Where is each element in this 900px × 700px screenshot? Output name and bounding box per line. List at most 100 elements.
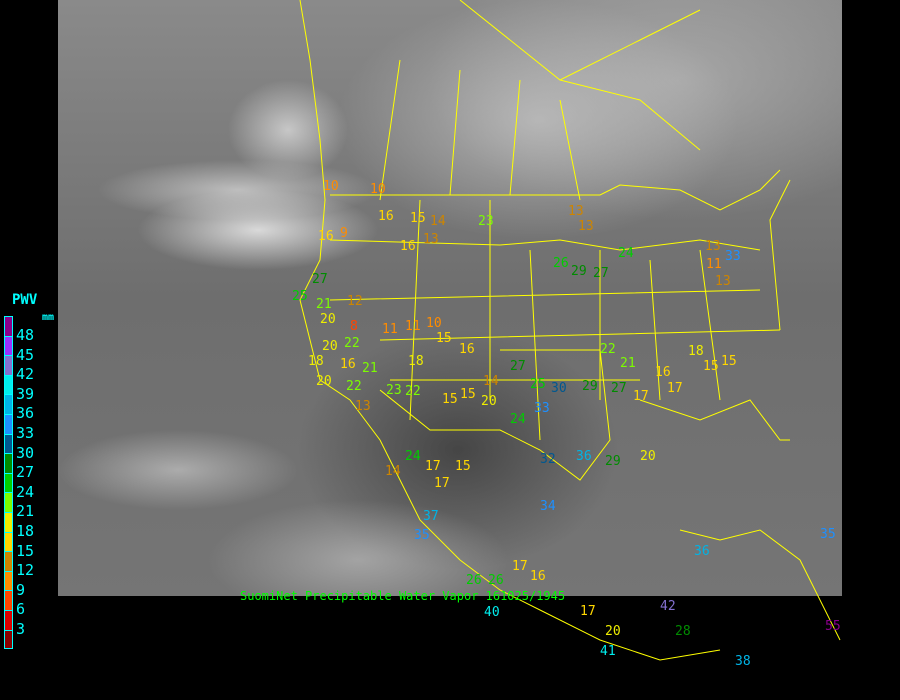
- legend-unit: mm: [42, 312, 55, 323]
- station-pwv-value: 14: [430, 214, 446, 229]
- station-pwv-value: 22: [600, 342, 616, 357]
- station-pwv-value: 16: [340, 357, 356, 372]
- station-pwv-value: 40: [484, 605, 500, 620]
- station-pwv-value: 17: [580, 604, 596, 619]
- station-pwv-value: 16: [655, 365, 671, 380]
- station-pwv-value: 36: [694, 544, 710, 559]
- station-pwv-value: 11: [405, 319, 421, 334]
- station-pwv-value: 15: [442, 392, 458, 407]
- station-pwv-value: 13: [578, 219, 594, 234]
- station-pwv-value: 17: [425, 459, 441, 474]
- station-pwv-value: 17: [512, 559, 528, 574]
- station-pwv-value: 33: [725, 249, 741, 264]
- station-pwv-value: 34: [540, 499, 556, 514]
- station-pwv-value: 30: [551, 381, 567, 396]
- legend-label: 3: [16, 620, 26, 638]
- legend-title: PWV: [12, 292, 38, 308]
- legend-label: 6: [16, 600, 26, 619]
- station-pwv-value: 15: [703, 359, 719, 374]
- station-pwv-value: 18: [688, 344, 704, 359]
- station-pwv-value: 13: [715, 274, 731, 289]
- station-pwv-value: 38: [735, 654, 751, 669]
- station-pwv-value: 20: [605, 624, 621, 639]
- legend-label: 24: [16, 482, 35, 501]
- legend-label: 21: [16, 502, 35, 521]
- station-pwv-value: 25: [292, 289, 308, 304]
- station-pwv-value: 27: [593, 266, 609, 281]
- station-pwv-value: 23: [478, 214, 494, 229]
- legend-label: 30: [16, 443, 35, 462]
- legend-swatch: [4, 492, 13, 512]
- legend-swatch: [4, 629, 13, 650]
- station-pwv-value: 15: [455, 459, 471, 474]
- station-pwv-value: 26: [488, 573, 504, 588]
- legend-label: 36: [16, 404, 35, 423]
- station-pwv-value: 16: [459, 342, 475, 357]
- station-pwv-value: 14: [385, 464, 401, 479]
- station-pwv-value: 25: [530, 377, 546, 392]
- station-pwv-value: 26: [466, 573, 482, 588]
- station-pwv-value: 16: [400, 239, 416, 254]
- station-pwv-value: 24: [618, 246, 634, 261]
- station-pwv-value: 36: [576, 449, 592, 464]
- station-pwv-value: 27: [510, 359, 526, 374]
- station-pwv-value: 22: [405, 384, 421, 399]
- station-pwv-value: 8: [350, 319, 358, 334]
- legend-label: 45: [16, 345, 35, 364]
- station-pwv-value: 17: [667, 381, 683, 396]
- station-pwv-value: 13: [705, 239, 721, 254]
- station-pwv-value: 15: [721, 354, 737, 369]
- legend-label: 15: [16, 541, 35, 560]
- legend-swatch: [4, 394, 13, 414]
- station-pwv-value: 21: [620, 356, 636, 371]
- station-pwv-value: 16: [530, 569, 546, 584]
- station-pwv-value: 12: [347, 294, 363, 309]
- station-pwv-value: 26: [553, 256, 569, 271]
- station-pwv-value: 32: [540, 452, 556, 467]
- station-pwv-value: 35: [820, 527, 836, 542]
- station-pwv-value: 22: [344, 336, 360, 351]
- station-pwv-value: 29: [605, 454, 621, 469]
- legend-swatch: [4, 590, 13, 610]
- pwv-color-scale: [4, 316, 13, 650]
- station-pwv-value: 11: [706, 257, 722, 272]
- legend-swatch: [4, 374, 13, 395]
- station-pwv-value: 14: [483, 374, 499, 389]
- map-caption: SuomiNet Precipitable Water Vapor 161025…: [240, 589, 566, 603]
- station-pwv-value: 20: [320, 312, 336, 327]
- station-pwv-value: 21: [316, 297, 332, 312]
- legend-swatch: [4, 551, 13, 571]
- station-pwv-value: 22: [346, 379, 362, 394]
- station-pwv-value: 29: [571, 264, 587, 279]
- legend-swatch: [4, 453, 13, 473]
- legend-swatch: [4, 433, 13, 454]
- satellite-image: [58, 0, 842, 596]
- station-pwv-value: 23: [386, 383, 402, 398]
- station-pwv-value: 9: [340, 226, 348, 241]
- station-pwv-value: 35: [414, 528, 430, 543]
- station-pwv-value: 24: [405, 449, 421, 464]
- station-pwv-value: 18: [308, 354, 324, 369]
- station-pwv-value: 17: [633, 389, 649, 404]
- station-pwv-value: 55: [825, 619, 841, 634]
- legend-label: 33: [16, 424, 35, 442]
- station-pwv-value: 10: [370, 182, 386, 197]
- station-pwv-value: 42: [660, 599, 676, 614]
- station-pwv-value: 28: [675, 624, 691, 639]
- legend-label: 39: [16, 384, 35, 403]
- station-pwv-value: 13: [423, 232, 439, 247]
- legend-swatch: [4, 609, 13, 630]
- station-pwv-value: 13: [355, 399, 371, 414]
- station-pwv-value: 15: [410, 211, 426, 226]
- legend-swatch: [4, 335, 13, 356]
- station-pwv-value: 17: [434, 476, 450, 491]
- station-pwv-value: 10: [323, 179, 339, 194]
- station-pwv-value: 33: [534, 401, 550, 416]
- station-pwv-value: 20: [322, 339, 338, 354]
- station-pwv-value: 41: [600, 644, 616, 659]
- station-pwv-value: 20: [481, 394, 497, 409]
- legend-swatch: [4, 531, 13, 552]
- station-pwv-value: 29: [582, 379, 598, 394]
- station-pwv-value: 27: [611, 381, 627, 396]
